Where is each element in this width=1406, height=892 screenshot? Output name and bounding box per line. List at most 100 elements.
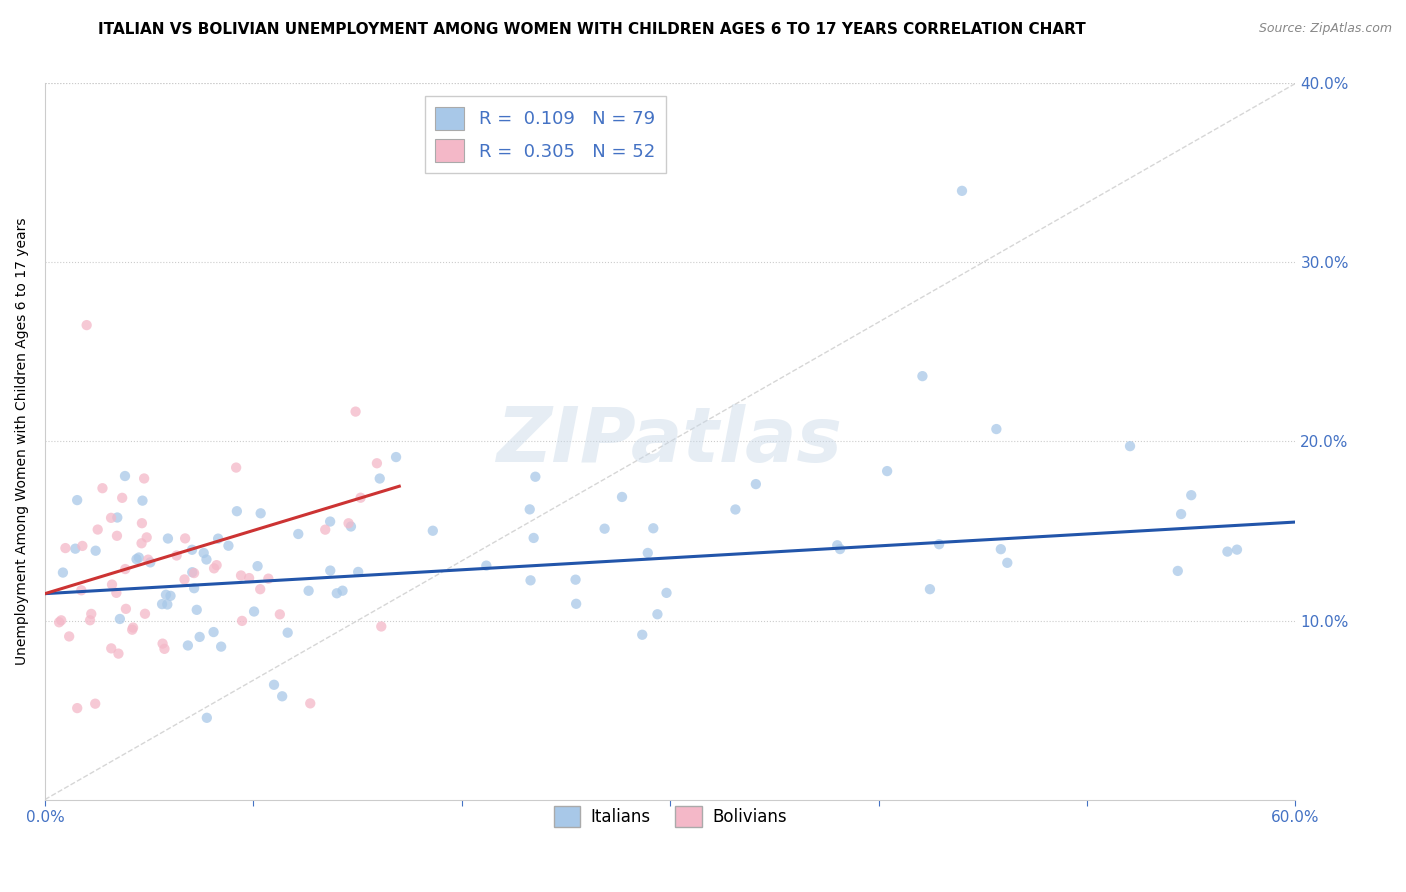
Point <box>79 613 101 627</box>
Point <box>131 493 153 508</box>
Point <box>150 597 173 611</box>
Point <box>519 502 541 516</box>
Point <box>299 697 322 711</box>
Point <box>475 558 498 573</box>
Point <box>370 619 392 633</box>
Point <box>173 573 195 587</box>
Point <box>134 607 156 621</box>
Point <box>188 630 211 644</box>
Y-axis label: Unemployment Among Women with Children Ages 6 to 17 years: Unemployment Among Women with Children A… <box>15 218 30 665</box>
Point <box>593 522 616 536</box>
Point <box>263 678 285 692</box>
Point <box>115 602 138 616</box>
Point <box>101 577 124 591</box>
Point <box>610 490 633 504</box>
Point <box>287 527 309 541</box>
Point <box>745 477 768 491</box>
Point <box>911 369 934 384</box>
Point <box>1119 439 1142 453</box>
Point <box>238 571 260 585</box>
Point <box>1167 564 1189 578</box>
Text: ZIPatlas: ZIPatlas <box>498 404 844 478</box>
Point <box>631 628 654 642</box>
Point <box>159 589 181 603</box>
Point <box>422 524 444 538</box>
Point <box>1226 542 1249 557</box>
Point <box>183 581 205 595</box>
Point <box>177 639 200 653</box>
Point <box>86 523 108 537</box>
Point <box>1180 488 1202 502</box>
Point <box>249 506 271 520</box>
Point <box>65 541 87 556</box>
Point <box>523 531 546 545</box>
Point <box>202 625 225 640</box>
Point <box>76 318 98 332</box>
Point <box>209 640 232 654</box>
Point <box>91 481 114 495</box>
Point <box>131 516 153 531</box>
Point <box>114 469 136 483</box>
Point <box>70 583 93 598</box>
Point <box>637 546 659 560</box>
Point <box>565 597 588 611</box>
Point <box>52 566 75 580</box>
Point <box>257 572 280 586</box>
Point <box>51 613 73 627</box>
Point <box>135 530 157 544</box>
Point <box>643 521 665 535</box>
Point <box>207 532 229 546</box>
Point <box>131 536 153 550</box>
Point <box>995 556 1018 570</box>
Point <box>195 711 218 725</box>
Point <box>105 529 128 543</box>
Point <box>950 184 973 198</box>
Point <box>229 568 252 582</box>
Point <box>134 471 156 485</box>
Text: ITALIAN VS BOLIVIAN UNEMPLOYMENT AMONG WOMEN WITH CHILDREN AGES 6 TO 17 YEARS CO: ITALIAN VS BOLIVIAN UNEMPLOYMENT AMONG W… <box>98 22 1087 37</box>
Point <box>368 471 391 485</box>
Point <box>332 583 354 598</box>
Point <box>319 564 342 578</box>
Point <box>48 615 70 630</box>
Point <box>139 555 162 569</box>
Point <box>155 588 177 602</box>
Point <box>277 625 299 640</box>
Point <box>990 542 1012 557</box>
Point <box>125 552 148 566</box>
Point <box>84 543 107 558</box>
Point <box>80 607 103 621</box>
Point <box>84 697 107 711</box>
Point <box>928 537 950 551</box>
Point <box>181 542 204 557</box>
Point <box>825 538 848 552</box>
Point <box>122 621 145 635</box>
Point <box>128 550 150 565</box>
Point <box>647 607 669 622</box>
Point <box>231 614 253 628</box>
Point <box>72 539 94 553</box>
Point <box>202 561 225 575</box>
Point <box>524 469 547 483</box>
Point <box>205 558 228 573</box>
Point <box>166 549 188 563</box>
Point <box>314 523 336 537</box>
Point <box>181 565 204 579</box>
Point <box>107 647 129 661</box>
Point <box>243 605 266 619</box>
Point <box>319 515 342 529</box>
Point <box>174 532 197 546</box>
Point <box>183 566 205 580</box>
Point <box>269 607 291 622</box>
Point <box>153 641 176 656</box>
Point <box>225 504 247 518</box>
Point <box>828 542 851 557</box>
Text: Source: ZipAtlas.com: Source: ZipAtlas.com <box>1258 22 1392 36</box>
Point <box>136 552 159 566</box>
Point <box>121 623 143 637</box>
Point <box>366 456 388 470</box>
Point <box>326 586 349 600</box>
Point <box>156 598 179 612</box>
Point <box>225 460 247 475</box>
Point <box>152 637 174 651</box>
